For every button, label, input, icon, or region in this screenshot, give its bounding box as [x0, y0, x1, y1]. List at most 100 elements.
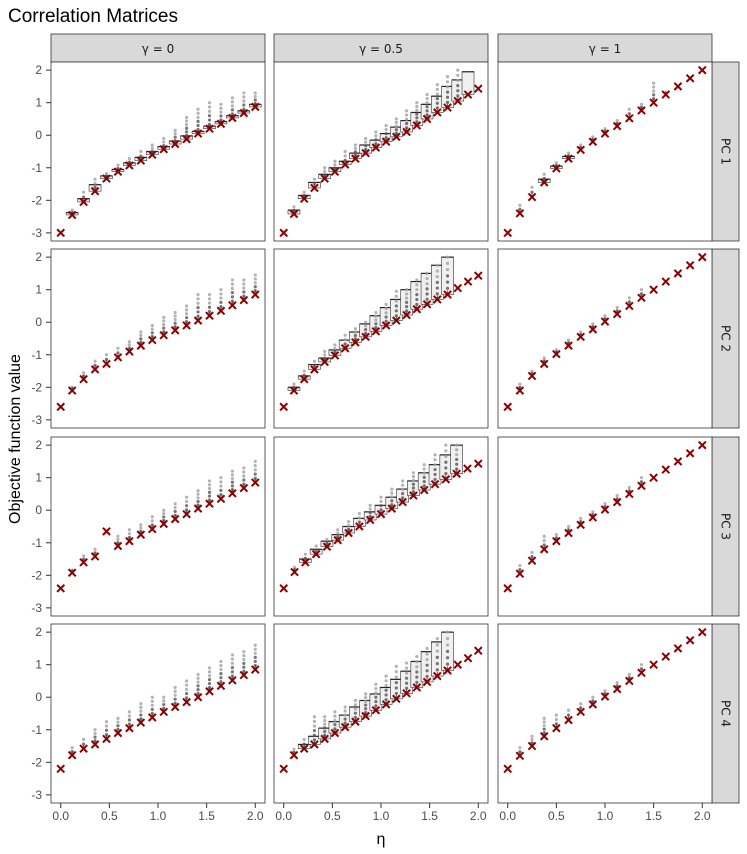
row-strip	[711, 248, 740, 429]
outlier-point	[196, 684, 200, 688]
outlier-point	[253, 91, 257, 95]
outlier-point	[422, 475, 426, 479]
outlier-point	[353, 698, 358, 703]
outlier-point	[127, 528, 131, 532]
outlier-point	[615, 680, 619, 685]
outlier-point	[253, 476, 257, 480]
outlier-point	[303, 556, 307, 560]
outlier-point	[384, 683, 388, 688]
outlier-point	[384, 302, 388, 306]
x-marker	[552, 723, 561, 733]
outlier-point	[139, 523, 143, 527]
outlier-point	[379, 495, 383, 499]
outlier-point	[415, 302, 419, 306]
outlier-point	[302, 190, 306, 194]
outlier-point	[364, 140, 368, 144]
panel-background	[274, 624, 488, 803]
outlier-point	[323, 169, 327, 173]
outlier-point	[253, 659, 257, 664]
outlier-point	[127, 718, 131, 722]
outlier-point	[139, 154, 143, 158]
outlier-point	[127, 157, 131, 161]
outlier-point	[150, 707, 154, 711]
outlier-point	[173, 321, 177, 325]
outlier-point	[353, 150, 358, 154]
y-tick-label: -2	[31, 568, 42, 582]
outlier-point	[173, 505, 177, 510]
x-marker	[673, 269, 683, 278]
outlier-point	[116, 537, 120, 542]
outlier-point	[554, 722, 558, 726]
outlier-point	[353, 703, 358, 707]
outlier-point	[323, 715, 327, 719]
outlier-point	[357, 511, 361, 516]
x-marker	[279, 764, 289, 774]
outlier-point	[456, 73, 460, 77]
outlier-point	[445, 85, 450, 89]
x-marker	[279, 584, 289, 593]
outlier-point	[116, 346, 120, 350]
outlier-point	[603, 502, 607, 506]
outlier-point	[242, 91, 246, 95]
outlier-point	[444, 449, 448, 453]
outlier-point	[230, 100, 234, 104]
x-marker	[67, 210, 77, 220]
outlier-point	[162, 512, 166, 516]
outlier-point	[104, 728, 109, 732]
outlier-point	[242, 278, 246, 282]
outlier-point	[445, 255, 450, 259]
x-marker	[228, 675, 237, 685]
x-marker	[685, 448, 695, 458]
outlier-point	[185, 312, 189, 316]
outlier-point	[542, 356, 546, 360]
outlier-point	[435, 83, 439, 87]
outlier-point	[394, 691, 398, 696]
outlier-point	[435, 655, 439, 659]
outlier-point	[425, 271, 429, 276]
outlier-point	[323, 349, 327, 354]
outlier-point	[230, 476, 234, 481]
outlier-point	[530, 550, 534, 555]
outlier-point	[116, 724, 120, 728]
outlier-point	[542, 716, 546, 720]
outlier-point	[196, 496, 200, 500]
outlier-point	[196, 305, 200, 310]
outlier-point	[219, 300, 223, 304]
outlier-point	[425, 92, 429, 97]
outlier-point	[139, 709, 143, 713]
x-tick-label: 0.5	[548, 809, 565, 823]
outlier-point	[384, 319, 388, 323]
outlier-point	[127, 340, 131, 344]
outlier-point	[219, 288, 223, 292]
x-marker	[228, 113, 237, 123]
outlier-point	[333, 710, 337, 714]
x-marker	[600, 692, 610, 701]
x-marker	[649, 660, 658, 669]
outlier-point	[374, 134, 378, 138]
outlier-point	[425, 297, 429, 301]
x-marker	[170, 514, 180, 524]
x-marker	[113, 541, 123, 551]
outlier-point	[116, 163, 120, 167]
outlier-point	[394, 309, 398, 313]
outlier-point	[207, 105, 212, 109]
outlier-point	[384, 136, 388, 140]
outlier-point	[333, 159, 337, 163]
x-marker	[193, 504, 203, 513]
outlier-point	[652, 81, 656, 85]
outlier-point	[150, 519, 154, 523]
panel-background	[498, 62, 712, 241]
outlier-point	[353, 327, 358, 331]
outlier-point	[343, 337, 347, 342]
outlier-point	[411, 478, 416, 482]
facet-panel	[50, 623, 266, 804]
x-marker	[159, 519, 169, 529]
outlier-point	[230, 469, 234, 473]
outlier-point	[242, 290, 246, 294]
outlier-point	[404, 305, 409, 309]
outlier-point	[343, 721, 347, 725]
outlier-point	[139, 526, 143, 530]
x-axis-label: η	[377, 831, 386, 848]
x-marker	[381, 700, 391, 709]
outlier-point	[185, 679, 189, 683]
